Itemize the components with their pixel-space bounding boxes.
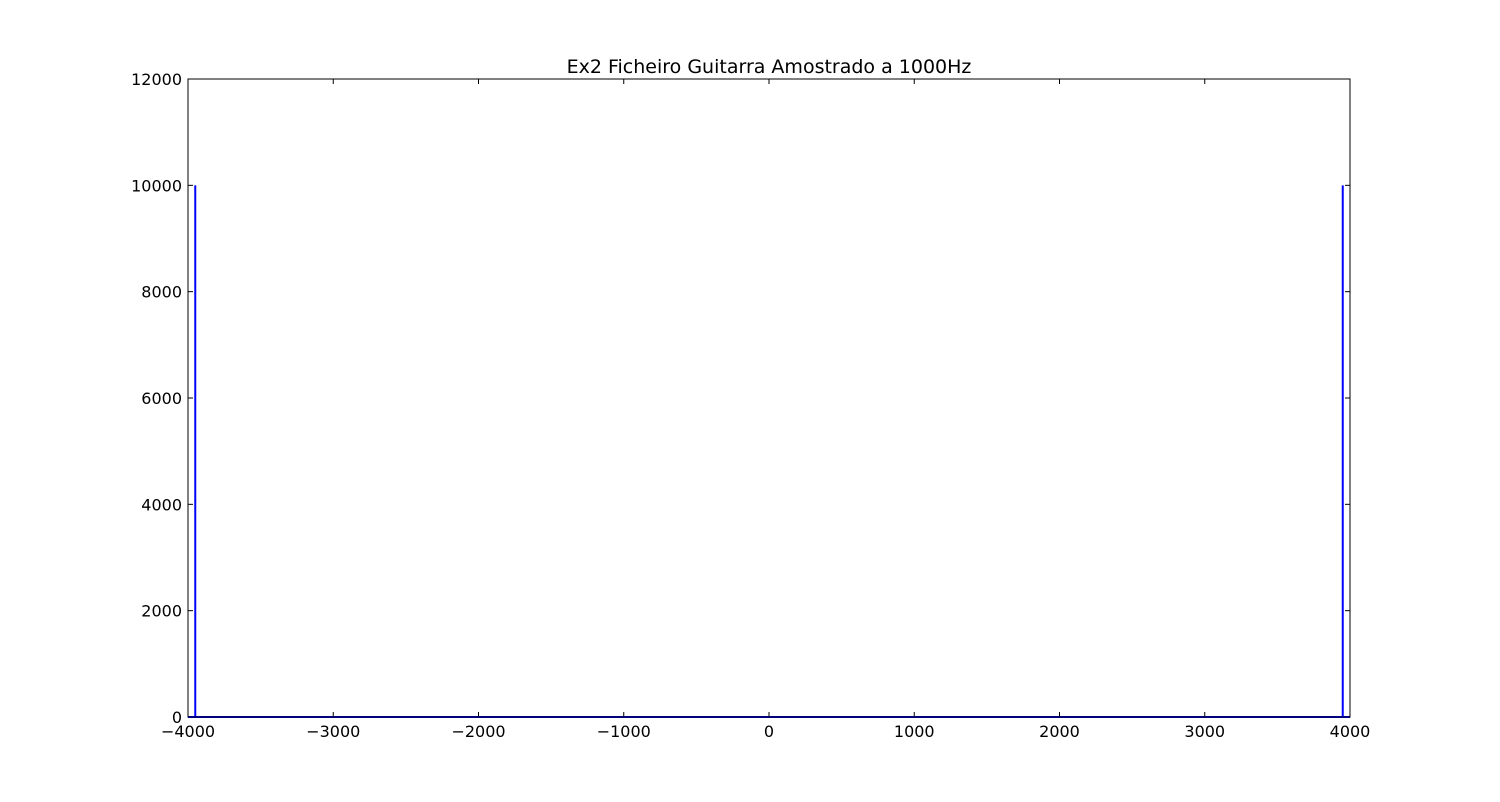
y-tick-label: 0	[172, 708, 182, 727]
x-tick-label: −3000	[306, 722, 360, 741]
chart-title: Ex2 Ficheiro Guitarra Amostrado a 1000Hz	[567, 56, 972, 78]
x-tick-label: −4000	[161, 722, 215, 741]
series-line-0	[188, 185, 1350, 718]
x-tick-label: 1000	[894, 722, 935, 741]
x-tick-label: −2000	[451, 722, 505, 741]
x-tick-label: 2000	[1039, 722, 1080, 741]
y-tick-label: 12000	[131, 70, 182, 89]
y-tick-label: 6000	[141, 389, 182, 408]
y-tick-label: 8000	[141, 283, 182, 302]
y-tick-label: 10000	[131, 176, 182, 195]
y-tick-label: 2000	[141, 602, 182, 621]
plot-frame	[187, 78, 1351, 718]
x-tick-label: 3000	[1184, 722, 1225, 741]
x-tick-label: 0	[764, 722, 774, 741]
y-tick-label: 4000	[141, 495, 182, 514]
x-tick-label: −1000	[597, 722, 651, 741]
x-tick-label: 4000	[1330, 722, 1371, 741]
